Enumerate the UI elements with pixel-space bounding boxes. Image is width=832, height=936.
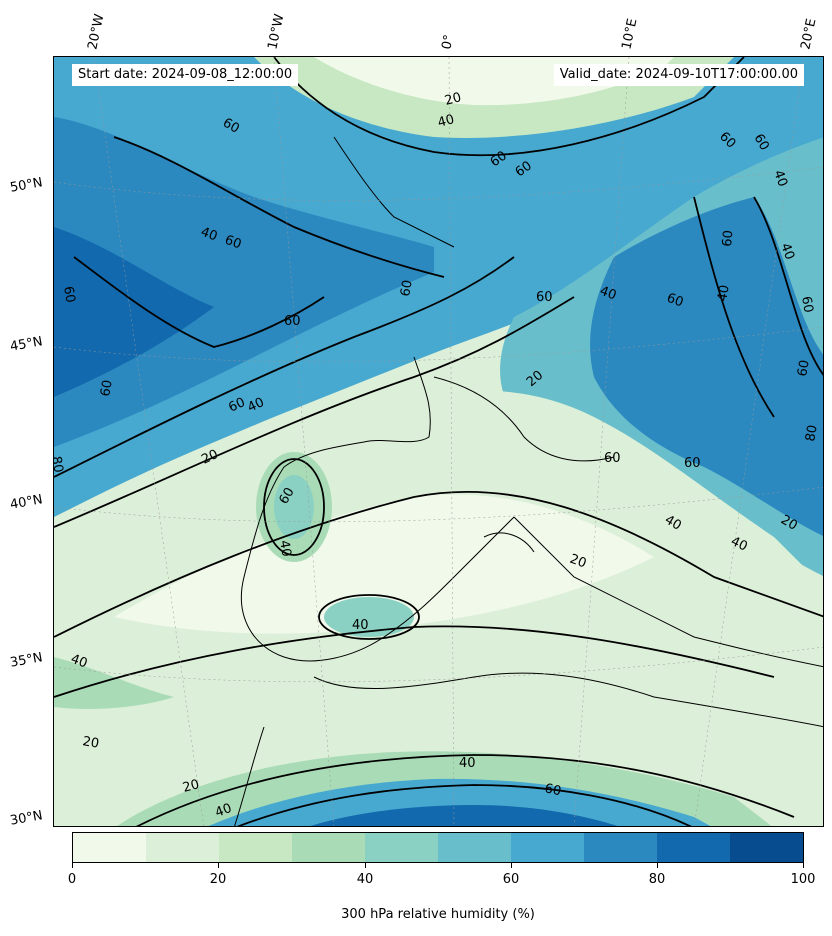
humidity-east-core [590,197,823,536]
latitude-label: 50°N [8,175,44,196]
colorbar-tick [657,863,658,868]
contour-label: 40 [245,395,266,416]
colorbar [72,832,804,863]
contour-label: 20 [181,777,201,796]
colorbar-segment [657,833,730,862]
colorbar-segment [146,833,219,862]
colorbar-tick-label: 20 [209,872,227,887]
contour-label: 80 [803,424,821,443]
contour-label: 60 [665,291,686,311]
colorbar-tick-label: 0 [67,872,77,887]
contour-label: 60 [795,359,813,378]
colorbar-tick-label: 40 [356,872,374,887]
contour-label: 60 [220,115,242,136]
contour-label-group: 20 40 60 60 40 60 40 60 40 20 40 60 20 4… [54,90,821,821]
contour-label: 60 [226,395,247,416]
contour-label: 60 [284,314,301,329]
colorbar-tick [218,863,219,868]
contour-label: 40 [199,225,220,245]
start-date-label: Start date: 2024-09-08_12:00:00 [72,64,299,86]
contour-label: 40 [728,534,749,555]
colorbar-tick [511,863,512,868]
contour-label: 40 [213,801,234,821]
longitude-label: 20°W [85,12,108,51]
coastlines [234,136,823,826]
contour-label: 60 [751,132,772,154]
humidity-band-south-deep [310,805,618,826]
contour-label: 60 [223,233,244,253]
humidity-band-north-deep [54,227,214,397]
contour-label: 20 [443,90,463,109]
map-canvas: 20 40 60 60 40 60 40 60 40 20 40 60 20 4… [54,57,823,826]
contour-lines [54,57,823,826]
graticule [54,57,823,826]
humidity-central-lighter [114,494,654,634]
colorbar-tick-label: 80 [648,872,666,887]
contour-label: 20 [199,447,220,468]
contour-label: 60 [398,279,416,298]
contour-label: 40 [770,168,790,189]
contour-label: 40 [777,241,797,262]
colorbar-segment [730,833,803,862]
colorbar-segment [219,833,292,862]
colorbar-segment [584,833,657,862]
colorbar-segment [438,833,511,862]
humidity-patch-iberia-core [274,475,314,539]
contour-label: 60 [60,285,78,304]
contour-label: 40 [436,112,456,131]
contour-label: 40 [598,284,619,304]
contour-label: 20 [778,512,800,533]
latitude-label: 40°N [8,492,44,513]
colorbar-segment [365,833,438,862]
latitude-label: 35°N [8,650,44,671]
longitude-label: 10°W [265,12,288,51]
contour-label: 60 [536,290,553,305]
longitude-label: 0° [439,33,458,51]
contour-label: 60 [604,451,621,466]
colorbar-title: 300 hPa relative humidity (%) [341,907,535,922]
contour-label: 60 [543,781,562,799]
contour-label: 60 [684,456,701,471]
colorbar-tick-label: 100 [790,872,816,887]
humidity-west-band [54,657,174,709]
contour-label: 40 [459,756,476,771]
contour-label: 40 [352,618,369,633]
humidity-band-north-core [54,117,434,447]
colorbar-tick [365,863,366,868]
colorbar-tick-label: 60 [502,872,520,887]
longitude-label: 10°E [619,17,641,52]
colorbar-segment [73,833,146,862]
contour-label: 60 [276,485,297,507]
contour-label: 60 [720,230,736,248]
humidity-patch-south [324,597,414,637]
contour-label: 60 [798,295,816,314]
valid-date-label: Valid_date: 2024-09-10T17:00:00.00 [553,64,804,86]
humidity-band-south-core [208,778,711,826]
contour-label: 20 [568,552,589,572]
humidity-band-north [54,57,823,517]
latitude-label: 45°N [8,334,44,355]
contour-label: 80 [54,455,66,474]
contour-label: 40 [69,652,90,672]
colorbar-tick [72,863,73,868]
colorbar-tick [803,863,804,868]
contour-label: 40 [662,512,684,533]
colorbar-segment [511,833,584,862]
contour-label: 20 [81,734,100,752]
humidity-map: 20 40 60 60 40 60 40 60 40 20 40 60 20 4… [53,56,824,827]
contour-label: 60 [98,379,116,398]
latitude-label: 30°N [8,808,44,829]
contour-label: 40 [276,539,294,558]
contour-label: 40 [715,284,733,303]
colorbar-segment [292,833,365,862]
longitude-label: 20°E [798,17,820,52]
